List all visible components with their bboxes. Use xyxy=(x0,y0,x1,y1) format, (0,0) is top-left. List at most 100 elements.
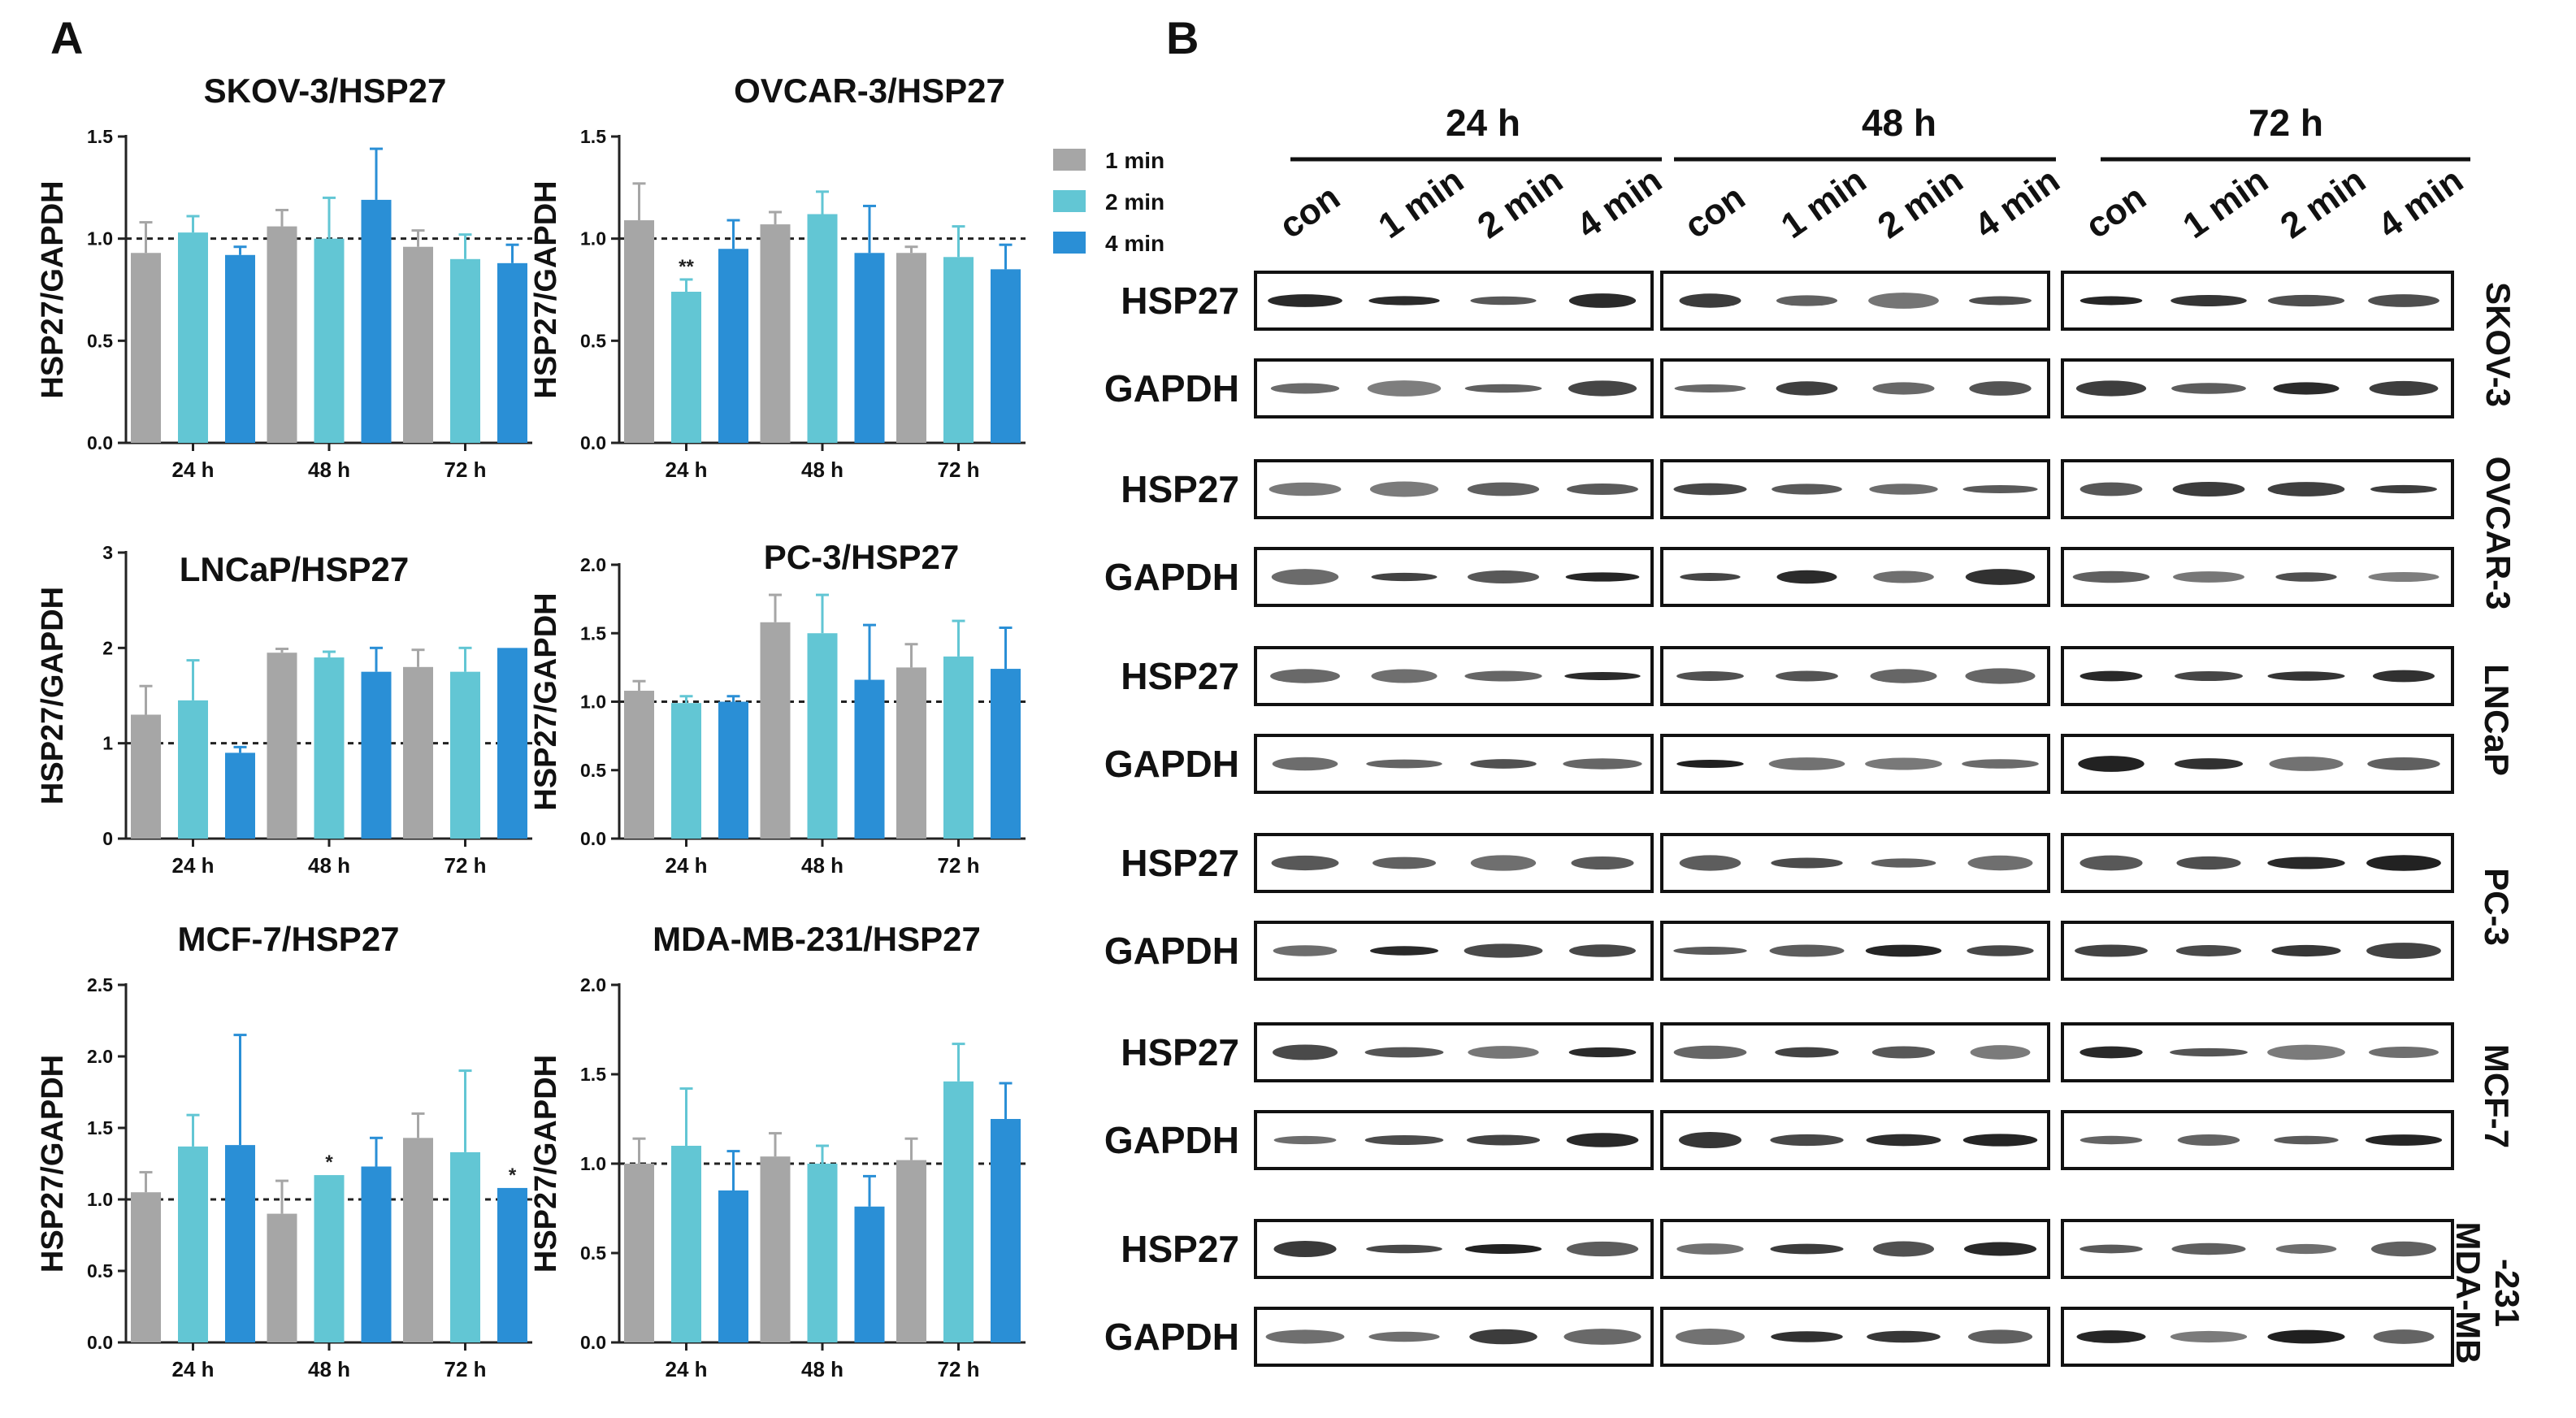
blot-band xyxy=(2275,1243,2337,1255)
blot-band xyxy=(2174,758,2244,770)
blot-band xyxy=(1679,855,1741,871)
bar-chart: LNCaP/HSP27 HSP27/GAPDH 0 1 2 3 24 h 48 h 72 h xyxy=(36,542,532,878)
bar xyxy=(178,700,208,839)
blot-band xyxy=(2366,855,2441,871)
blot-block: HSP27 GAPDH PC-3 xyxy=(1104,833,2516,981)
blot-band xyxy=(1768,757,1845,770)
blot-band xyxy=(1676,1243,1744,1255)
blot-band xyxy=(1969,381,2032,396)
blot-band xyxy=(1369,481,1439,497)
lane-label: con xyxy=(1273,177,1347,246)
legend-swatch xyxy=(1053,149,1086,171)
chart-title: SKOV-3/HSP27 xyxy=(204,72,447,110)
y-tick-label: 1.0 xyxy=(87,1189,113,1210)
bar xyxy=(361,199,392,443)
blot-band xyxy=(1868,293,1939,309)
bar xyxy=(403,246,433,443)
blot-row-label: HSP27 xyxy=(1121,655,1239,697)
y-tick-label: 1.0 xyxy=(580,692,606,713)
blot-band xyxy=(2170,1330,2248,1343)
blot-band xyxy=(1872,382,1935,395)
blot-block: HSP27 GAPDH OVCAR-3 xyxy=(1104,456,2517,609)
y-tick-label: 1.0 xyxy=(87,228,113,249)
bar xyxy=(497,648,527,839)
blot-band xyxy=(2175,945,2242,956)
bar xyxy=(671,292,701,443)
blot-band xyxy=(1967,855,2033,871)
blot-row-label: HSP27 xyxy=(1121,1228,1239,1270)
bar xyxy=(943,257,974,443)
bar xyxy=(314,1175,345,1342)
blot-band xyxy=(1366,1244,1442,1254)
bar xyxy=(943,1081,974,1342)
legend-swatch xyxy=(1053,190,1086,212)
x-tick-label: 24 h xyxy=(171,457,214,482)
bar xyxy=(361,1166,392,1342)
x-tick-label: 48 h xyxy=(801,457,843,482)
blot-row-label: GAPDH xyxy=(1104,1119,1239,1161)
blot-band xyxy=(1273,945,1338,956)
x-tick-label: 72 h xyxy=(937,853,979,878)
blot-band xyxy=(1865,944,1942,957)
blot-block: HSP27 GAPDH LNCaP xyxy=(1104,646,2516,794)
bar xyxy=(225,254,255,443)
blot-band xyxy=(1368,1331,1440,1342)
blot-band xyxy=(1368,296,1440,306)
blot-band xyxy=(1967,945,2034,956)
y-tick-label: 0.5 xyxy=(87,330,113,351)
bar xyxy=(450,671,480,839)
blot-band xyxy=(1678,1132,1742,1148)
blot-row-label: HSP27 xyxy=(1121,1031,1239,1073)
blot-band xyxy=(1467,482,1540,497)
bar xyxy=(760,1156,791,1342)
bar xyxy=(943,656,974,839)
blot-band xyxy=(1870,669,1937,683)
blot-band xyxy=(2079,1135,2143,1145)
bar xyxy=(225,752,255,839)
y-axis-label: HSP27/GAPDH xyxy=(36,587,70,804)
blot-band xyxy=(2075,380,2147,397)
y-tick-label: 0.5 xyxy=(87,1260,113,1281)
y-tick-label: 1.5 xyxy=(580,126,606,147)
bar xyxy=(131,253,161,443)
lane-label: 1 min xyxy=(1774,160,1873,246)
legend-label: 4 min xyxy=(1105,231,1164,256)
blot-band xyxy=(2076,1330,2146,1343)
bar xyxy=(225,1145,255,1342)
y-tick-label: 0 xyxy=(102,828,113,849)
blot-band xyxy=(1674,384,1746,393)
blot-band xyxy=(2274,1135,2339,1145)
blot-band xyxy=(2267,671,2345,681)
chart-title: LNCaP/HSP27 xyxy=(180,550,409,588)
blot-band xyxy=(1563,758,1642,770)
blot-band xyxy=(2079,482,2143,497)
blot-band xyxy=(1676,759,1744,769)
y-axis-label: HSP27/GAPDH xyxy=(36,1055,70,1273)
y-tick-label: 2.0 xyxy=(87,1046,113,1067)
x-tick-label: 24 h xyxy=(665,457,707,482)
y-tick-label: 0.0 xyxy=(580,432,606,453)
time-point-label: 72 h xyxy=(2249,102,2323,144)
time-point-label: 48 h xyxy=(1862,102,1936,144)
bar-chart: OVCAR-3/HSP27 HSP27/GAPDH 0.0 0.5 1.0 1.5 24 h… xyxy=(529,72,1026,482)
blot-band xyxy=(2177,1134,2240,1147)
bar xyxy=(807,633,838,839)
lane-label: 4 min xyxy=(2371,160,2470,246)
blot-band xyxy=(1371,572,1438,582)
y-axis-label: HSP27/GAPDH xyxy=(529,592,563,810)
blot-band xyxy=(1962,759,2039,769)
blot-band xyxy=(2171,295,2247,306)
blot-band xyxy=(1565,572,1640,582)
blot-band xyxy=(1273,1241,1337,1257)
bar xyxy=(896,1160,926,1342)
blot-band xyxy=(1470,855,1537,871)
blot-band xyxy=(2369,380,2439,397)
bar xyxy=(131,714,161,839)
blot-band xyxy=(2075,944,2148,957)
blot-band xyxy=(1273,1135,1337,1145)
y-tick-label: 2.0 xyxy=(580,974,606,995)
x-tick-label: 24 h xyxy=(665,1357,707,1381)
chart-title: PC-3/HSP27 xyxy=(764,538,959,576)
blot-band xyxy=(1470,759,1537,769)
